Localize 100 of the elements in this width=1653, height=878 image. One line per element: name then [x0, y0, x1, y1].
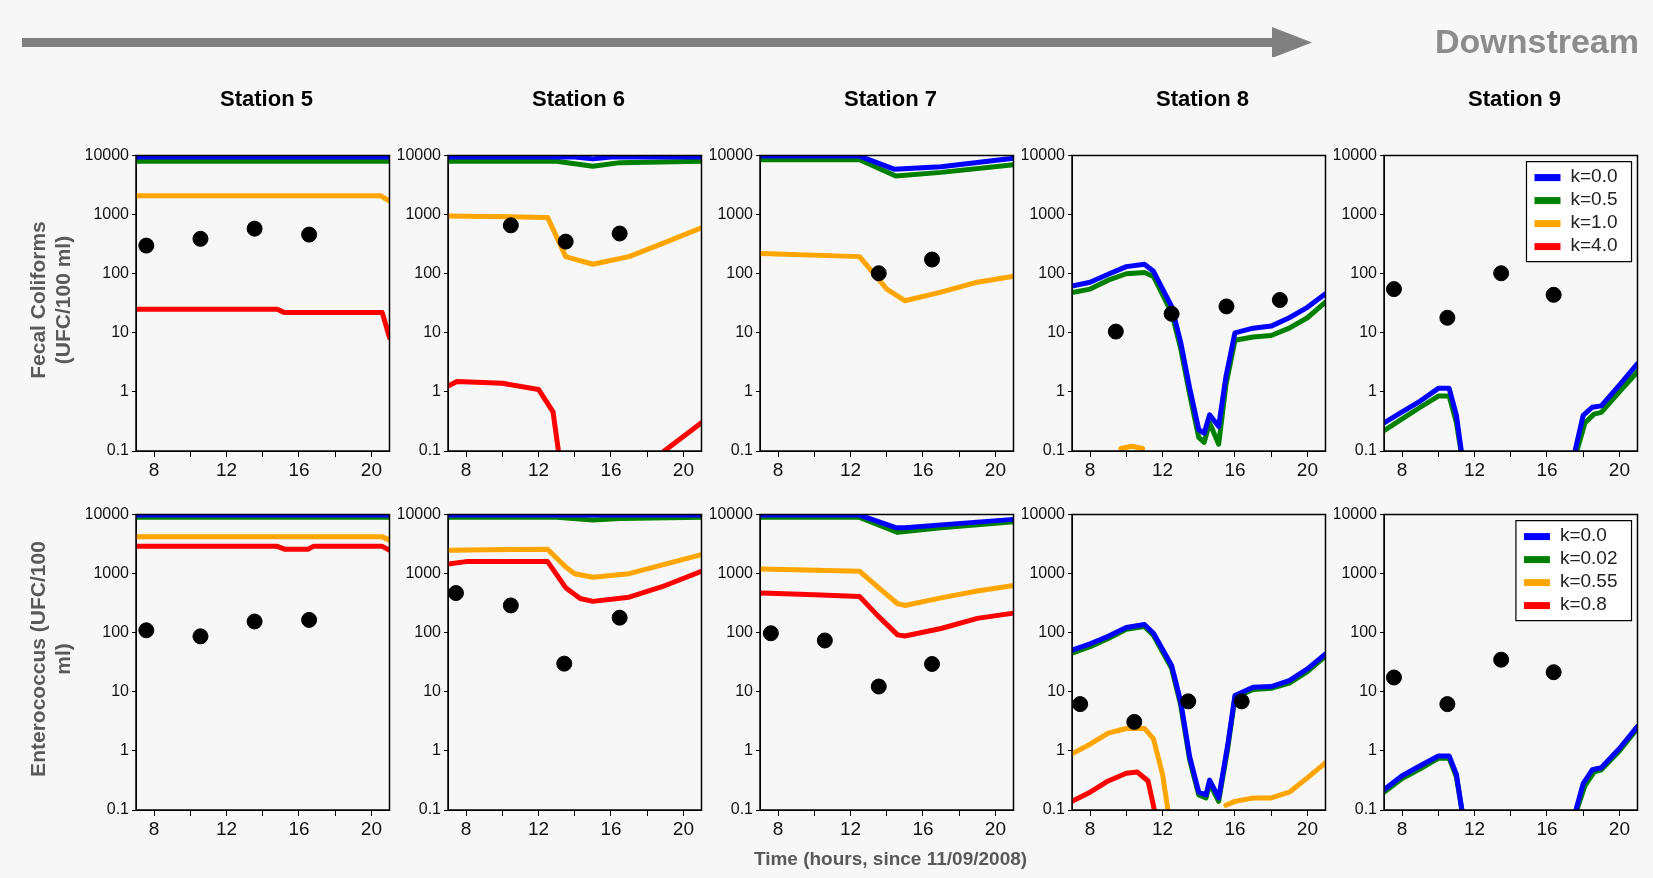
point: [448, 585, 464, 602]
x-tick-label: 16: [1536, 458, 1558, 480]
point: [192, 230, 209, 247]
point: [924, 656, 941, 672]
x-tick-label: 16: [1224, 458, 1246, 480]
x-tick-label: 12: [1151, 817, 1174, 839]
x-tick-label: 12: [839, 458, 862, 480]
y-tick-label: 0.1: [418, 441, 442, 459]
point: [1385, 669, 1402, 686]
point: [502, 597, 519, 614]
x-tick-label: 12: [527, 458, 550, 480]
chart-title: Station 5: [219, 86, 314, 112]
y-tick-label: 1: [1056, 741, 1066, 759]
x-tick-label: 12: [215, 817, 238, 839]
x-tick-label: 16: [600, 458, 622, 480]
point: [1271, 291, 1288, 308]
x-tick-label: 8: [772, 458, 784, 480]
x-tick-label: 20: [672, 817, 694, 839]
point: [1163, 305, 1180, 322]
y-tick-label: 0.1: [418, 800, 442, 818]
point: [1493, 265, 1510, 282]
y-tick-label: 100: [414, 623, 442, 641]
y-tick-label: 1: [432, 741, 442, 759]
x-tick-label: 8: [148, 458, 160, 480]
y-tick-label: 10: [735, 682, 754, 700]
y-tick-label: 1: [1368, 741, 1378, 759]
y-tick-label: 10000: [708, 505, 754, 523]
point: [502, 217, 519, 234]
y-tick-label: 10: [1359, 323, 1378, 341]
y-tick-label: 0.1: [1042, 800, 1066, 818]
legend-label: k=1.0: [1570, 211, 1618, 233]
point: [1545, 286, 1562, 303]
y-tick-label: 1000: [1029, 564, 1066, 582]
legend-label: k=0.55: [1559, 570, 1618, 592]
point: [762, 625, 779, 642]
x-tick-label: 20: [1608, 817, 1630, 839]
x-tick-label: 12: [1463, 817, 1486, 839]
x-tick-label: 12: [215, 458, 238, 480]
point: [301, 226, 318, 243]
y-tick-label: 100: [1350, 264, 1378, 282]
point: [816, 632, 833, 649]
y-tick-label: 10000: [1332, 505, 1378, 523]
x-tick-label: 12: [1463, 458, 1486, 480]
y-tick-label: 10000: [396, 146, 442, 164]
y-tick-label: 100: [1038, 623, 1066, 641]
legend-label: k=4.0: [1570, 234, 1618, 256]
x-tick-label: 16: [288, 458, 310, 480]
x-tick-label: 16: [1536, 817, 1558, 839]
point: [1385, 281, 1402, 298]
y-tick-label: 100: [1350, 623, 1378, 641]
y-tick-label: 1: [1056, 382, 1066, 400]
point: [1545, 664, 1562, 681]
y-tick-label: 1000: [405, 564, 442, 582]
chart-title: Station 7: [843, 86, 938, 112]
x-tick-label: 16: [288, 817, 310, 839]
point: [870, 678, 887, 695]
y-tick-label: 1000: [717, 205, 754, 223]
x-tick-label: 20: [984, 458, 1006, 480]
y-tick-label: 1: [744, 382, 754, 400]
x-tick-label: 16: [600, 817, 622, 839]
y-tick-label: 1000: [1341, 564, 1378, 582]
y-tick-label: 1: [120, 741, 130, 759]
y-tick-label: 0.1: [730, 441, 754, 459]
x-tick-label: 8: [460, 817, 472, 839]
x-tick-label: 20: [984, 817, 1006, 839]
x-tick-label: 8: [148, 817, 160, 839]
x-tick-label: 20: [1296, 458, 1318, 480]
y-tick-label: 1: [120, 382, 130, 400]
y-tick-label: 1000: [717, 564, 754, 582]
y-tick-label: 100: [726, 623, 754, 641]
y-axis-title: Enterococcus (UFC/100 ml): [25, 540, 75, 779]
y-tick-label: 10: [423, 682, 442, 700]
x-tick-label: 12: [1151, 458, 1174, 480]
y-tick-label: 100: [1038, 264, 1066, 282]
x-tick-label: 20: [360, 817, 382, 839]
y-tick-label: 10: [111, 682, 130, 700]
chart-title: Station 6: [531, 86, 626, 112]
y-tick-label: 10: [1047, 682, 1066, 700]
legend-label: k=0.0: [1559, 524, 1607, 546]
y-tick-label: 100: [726, 264, 754, 282]
x-tick-label: 20: [672, 458, 694, 480]
point: [138, 237, 155, 254]
y-tick-label: 10000: [708, 146, 754, 164]
chart-title: Station 8: [1155, 86, 1250, 112]
legend-label: k=0.02: [1559, 547, 1618, 569]
y-tick-label: 1000: [405, 205, 442, 223]
legend-label: k=0.0: [1570, 165, 1618, 187]
point: [611, 609, 628, 626]
y-tick-label: 10: [423, 323, 442, 341]
x-tick-label: 8: [1396, 817, 1408, 839]
point: [611, 225, 628, 242]
y-tick-label: 10000: [84, 505, 130, 523]
y-tick-label: 10: [1047, 323, 1066, 341]
y-tick-label: 0.1: [1354, 800, 1378, 818]
y-tick-label: 1000: [93, 205, 130, 223]
point: [1218, 298, 1235, 315]
x-tick-label: 16: [912, 817, 934, 839]
point: [1493, 651, 1510, 668]
y-tick-label: 0.1: [730, 800, 754, 818]
y-tick-label: 100: [102, 264, 130, 282]
